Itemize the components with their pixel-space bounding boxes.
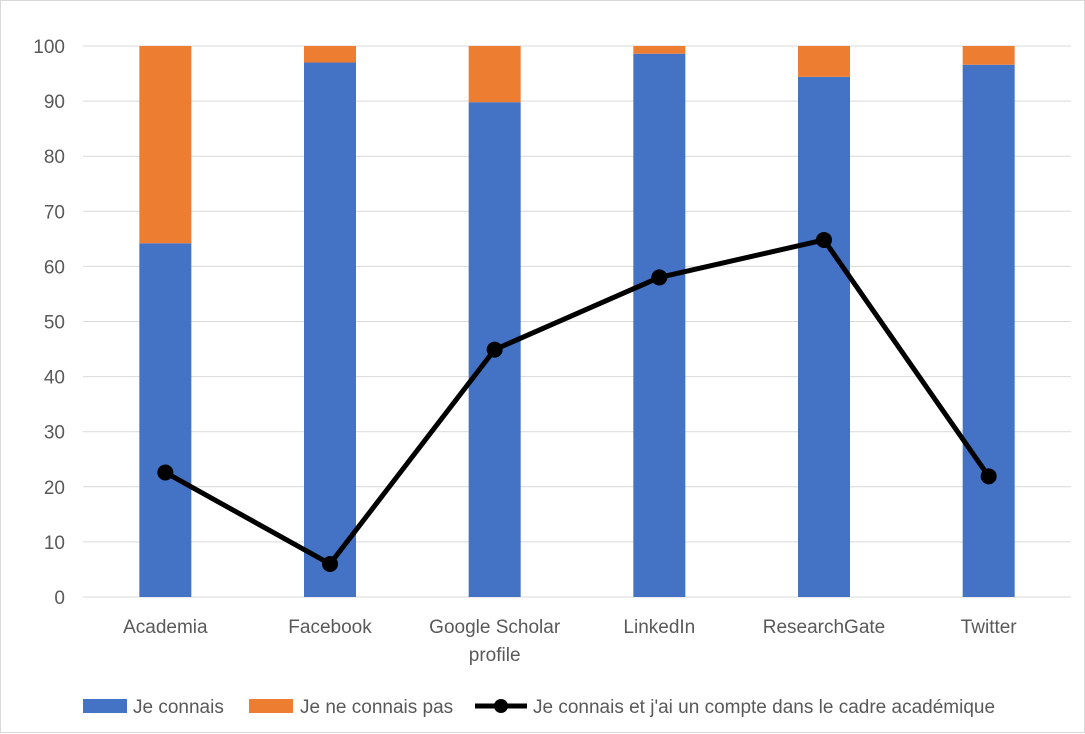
gridlines [83,45,1071,598]
y-tick-label: 0 [54,588,65,609]
bar-je-connais-0 [139,243,192,597]
bar-je-ne-connais-pas-2 [468,46,521,103]
legend-label-compte: Je connais et j'ai un compte dans le cad… [533,697,995,718]
legend-swatch-je-connais [83,699,127,713]
bar-je-connais-1 [304,62,356,597]
bar-je-connais-5 [962,64,1015,597]
bar-je-ne-connais-pas-0 [139,46,192,244]
y-tick-label: 90 [44,92,65,113]
legend-marker-compte [494,699,508,713]
line-point-5 [980,468,997,485]
y-tick-label: 100 [33,37,65,58]
line-series-path [164,237,991,567]
line-point-1 [322,555,338,572]
x-category-label: Twitter [961,617,1018,638]
y-tick-label: 30 [44,423,65,444]
y-tick-label: 20 [44,478,65,499]
legend-label-je-ne-connais-pas: Je ne connais pas [300,697,453,718]
y-tick-label: 10 [44,533,65,554]
y-tick-label: 80 [44,147,65,168]
legend-label-je-connais: Je connais [133,697,224,718]
bars [139,46,1015,598]
line-point-2 [486,341,503,358]
y-tick-label: 60 [44,257,65,278]
bar-je-ne-connais-pas-4 [798,46,850,77]
line-point-0 [157,464,174,481]
y-axis-labels: 0 10 20 30 40 50 60 70 80 90 100 [33,37,65,609]
legend-swatch-je-ne-connais-pas [249,699,293,713]
bar-je-ne-connais-pas-5 [962,46,1015,65]
bar-je-ne-connais-pas-3 [633,46,686,54]
y-tick-label: 40 [44,368,65,389]
x-category-label: ResearchGate [763,617,886,638]
bar-je-ne-connais-pas-1 [304,46,356,63]
line-point-4 [816,231,832,248]
legend: Je connais Je ne connais pas Je connais et… [83,697,995,718]
y-tick-label: 70 [44,202,65,223]
bar-je-connais-3 [633,53,686,598]
x-axis-labels: Academia Facebook Google Scholar profile Lin… [123,617,1017,666]
x-category-label: Facebook [288,617,372,638]
bar-je-connais-4 [798,76,850,597]
line-point-3 [651,269,668,286]
line-series [157,231,997,572]
y-tick-label: 50 [44,313,65,334]
x-category-label: Google Scholar profile [429,617,561,666]
x-category-label: Academia [123,617,208,638]
x-category-label: LinkedIn [623,617,695,638]
